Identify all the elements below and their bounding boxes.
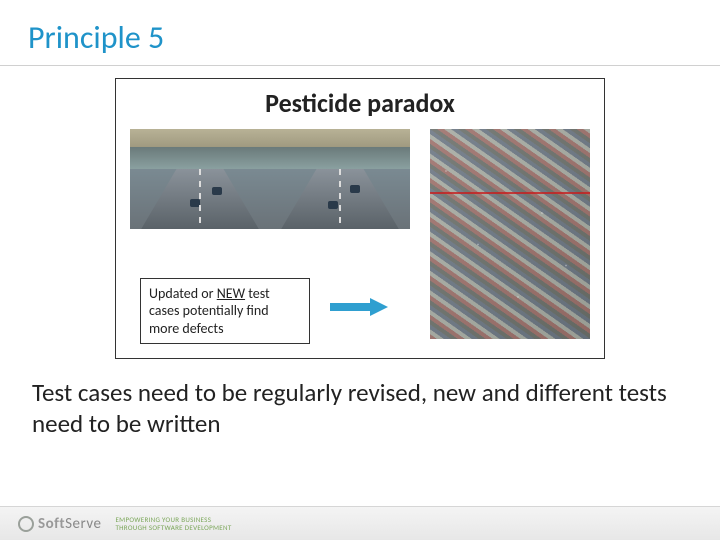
slide-title: Principle 5 bbox=[0, 0, 720, 66]
tagline: Empowering your business through softwar… bbox=[115, 516, 231, 531]
road-image-2 bbox=[270, 129, 410, 229]
content-panel: Pesticide paradox Updated or NEW test ca… bbox=[115, 78, 605, 359]
note-box: Updated or NEW test cases potentially fi… bbox=[140, 278, 310, 345]
note-text-1: Updated or bbox=[149, 285, 217, 302]
conclusion-text: Test cases need to be regularly revised,… bbox=[0, 359, 720, 440]
gear-icon bbox=[18, 516, 34, 532]
note-new-word: NEW bbox=[217, 285, 245, 302]
logo-soft: Soft bbox=[38, 515, 65, 533]
arrow-icon bbox=[330, 298, 390, 316]
panel-subtitle: Pesticide paradox bbox=[130, 87, 590, 119]
left-images bbox=[130, 129, 410, 229]
road-image-1 bbox=[130, 129, 270, 229]
tagline-l2: through software development bbox=[115, 524, 231, 532]
traffic-jam-image bbox=[430, 129, 590, 339]
footer: SoftServe Empowering your business throu… bbox=[0, 506, 720, 540]
images-row: Updated or NEW test cases potentially fi… bbox=[130, 129, 590, 344]
brand-logo: SoftServe bbox=[18, 515, 101, 533]
logo-serve: Serve bbox=[65, 515, 101, 533]
